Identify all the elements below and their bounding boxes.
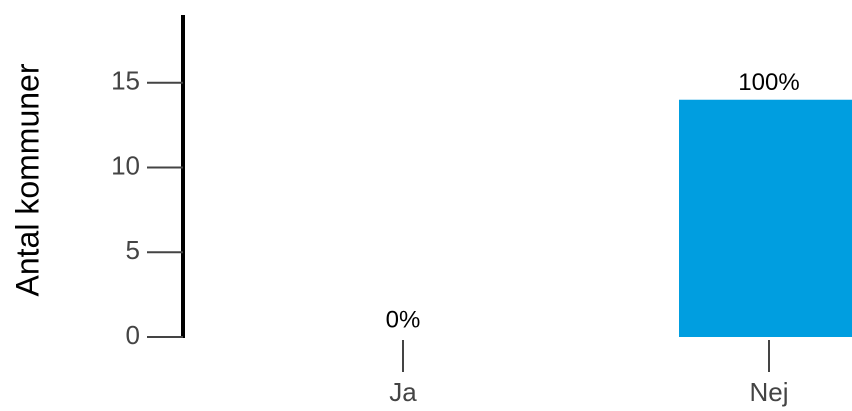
value-label: 100% <box>738 69 799 96</box>
x-tick-label: Ja <box>389 377 417 407</box>
y-tick-label: 0 <box>126 320 140 350</box>
y-tick-label: 15 <box>111 66 140 96</box>
y-tick-label: 5 <box>126 235 140 265</box>
bar <box>679 99 852 337</box>
y-axis-label: Antal kommuner <box>9 63 45 296</box>
x-tick-label: Nej <box>749 377 788 407</box>
y-tick-label: 10 <box>111 150 140 180</box>
value-label: 0% <box>386 306 421 333</box>
